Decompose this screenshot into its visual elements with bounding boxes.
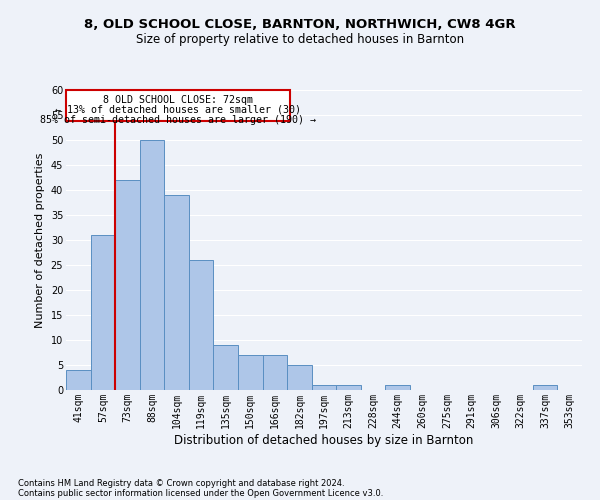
Bar xyxy=(91,235,115,390)
Text: Contains public sector information licensed under the Open Government Licence v3: Contains public sector information licen… xyxy=(18,488,383,498)
X-axis label: Distribution of detached houses by size in Barnton: Distribution of detached houses by size … xyxy=(175,434,473,446)
Bar xyxy=(67,90,290,121)
Bar xyxy=(164,195,189,390)
Text: 8 OLD SCHOOL CLOSE: 72sqm: 8 OLD SCHOOL CLOSE: 72sqm xyxy=(103,95,253,105)
Bar xyxy=(533,385,557,390)
Bar xyxy=(115,180,140,390)
Text: Contains HM Land Registry data © Crown copyright and database right 2024.: Contains HM Land Registry data © Crown c… xyxy=(18,478,344,488)
Bar xyxy=(238,355,263,390)
Bar xyxy=(336,385,361,390)
Bar xyxy=(66,370,91,390)
Y-axis label: Number of detached properties: Number of detached properties xyxy=(35,152,45,328)
Text: 85% of semi-detached houses are larger (190) →: 85% of semi-detached houses are larger (… xyxy=(40,115,316,125)
Bar xyxy=(287,365,312,390)
Text: ← 13% of detached houses are smaller (30): ← 13% of detached houses are smaller (30… xyxy=(55,105,301,115)
Text: 8, OLD SCHOOL CLOSE, BARNTON, NORTHWICH, CW8 4GR: 8, OLD SCHOOL CLOSE, BARNTON, NORTHWICH,… xyxy=(84,18,516,30)
Text: Size of property relative to detached houses in Barnton: Size of property relative to detached ho… xyxy=(136,32,464,46)
Bar xyxy=(214,345,238,390)
Bar xyxy=(263,355,287,390)
Bar xyxy=(189,260,214,390)
Bar xyxy=(140,140,164,390)
Bar xyxy=(312,385,336,390)
Bar xyxy=(385,385,410,390)
